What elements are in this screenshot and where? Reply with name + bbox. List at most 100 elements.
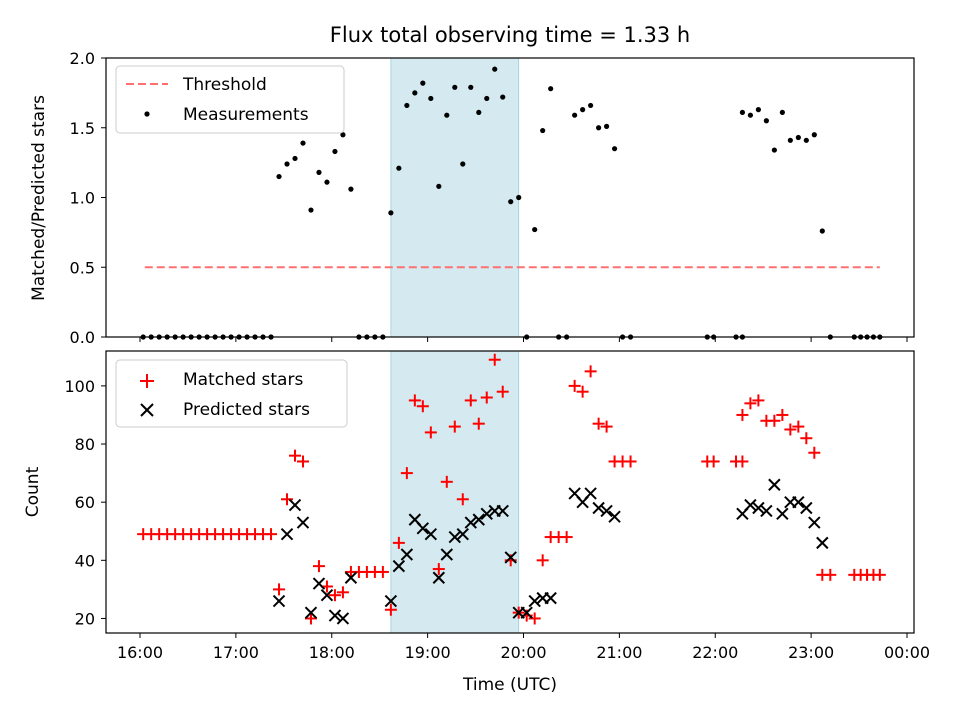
- legend-threshold-label: Threshold: [182, 75, 267, 95]
- measurement-point: [611, 146, 618, 152]
- measurement-point: [787, 137, 793, 143]
- measurement-point: [548, 86, 554, 92]
- predicted-star-point: [584, 487, 597, 500]
- matched-star-point: [312, 560, 325, 573]
- matched-star-point: [416, 400, 429, 413]
- chart-title: Flux total observing time = 1.33 h: [330, 23, 690, 47]
- matched-star-point: [560, 531, 573, 544]
- matched-star-point: [424, 426, 437, 439]
- predicted-star-point: [504, 551, 517, 564]
- x-tick-label: 22:00: [692, 643, 738, 662]
- y-tick-label: 1.0: [70, 189, 95, 208]
- predicted-star-point: [288, 498, 302, 512]
- measurement-point: [819, 228, 825, 234]
- matched-star-point: [472, 417, 485, 430]
- predicted-star-point: [320, 588, 334, 602]
- matched-star-point: [568, 379, 581, 392]
- x-tick-label: 19:00: [405, 643, 451, 662]
- top-y-axis: 0.0 0.5 1.0 1.5 2.0: [70, 49, 106, 347]
- matched-star-point: [528, 612, 541, 625]
- predicted-star-point: [768, 478, 781, 491]
- measurement-point: [444, 112, 450, 118]
- matched-star-point: [304, 612, 317, 625]
- matched-star-point: [432, 563, 445, 576]
- predicted-star-point: [432, 571, 446, 584]
- measurement-point: [803, 137, 809, 143]
- observing-window-shade: [390, 57, 520, 338]
- matched-star-point: [400, 467, 413, 480]
- predicted-star-point: [304, 606, 318, 619]
- measurement-point: [412, 90, 418, 96]
- matched-star-point: [873, 568, 886, 581]
- top-plot-area: [140, 57, 883, 340]
- predicted-star-point: [608, 510, 621, 523]
- matched-star-point: [776, 408, 789, 421]
- predicted-star-point: [752, 501, 765, 515]
- measurement-point: [324, 179, 330, 185]
- measurement-point: [771, 147, 777, 153]
- matched-star-point: [336, 586, 349, 599]
- matched-star-point: [824, 568, 837, 581]
- bottom-plot-area: [137, 350, 886, 634]
- measurement-point: [596, 125, 602, 131]
- measurement-point: [388, 210, 394, 216]
- bottom-y-axis: 20 40 60 80 100: [64, 377, 106, 628]
- measurement-point: [276, 173, 282, 180]
- y-tick-label: 80: [75, 435, 95, 454]
- predicted-star-point: [520, 606, 533, 619]
- matched-star-point: [328, 589, 341, 602]
- measurement-point: [747, 112, 754, 118]
- matched-star-point: [600, 420, 613, 433]
- measurement-point: [452, 84, 458, 90]
- x-tick-label: 20:00: [500, 643, 546, 662]
- top-legend: Threshold Measurements: [115, 65, 345, 134]
- y-tick-label: 60: [75, 493, 95, 512]
- legend-predicted-swatch: [140, 403, 154, 417]
- measurement-point: [755, 107, 761, 113]
- matched-star-point: [464, 394, 477, 407]
- matched-star-point: [273, 583, 286, 596]
- matched-star-point: [736, 408, 749, 421]
- matched-star-point: [736, 455, 749, 468]
- legend-predicted-label: Predicted stars: [183, 400, 310, 420]
- top-x-axis: [139, 337, 908, 342]
- matched-star-point: [448, 420, 461, 433]
- measurement-point: [308, 207, 314, 213]
- matched-star-point: [496, 385, 509, 398]
- predicted-star-point: [336, 612, 350, 625]
- x-tick-label: 18:00: [309, 643, 355, 662]
- measurement-point: [508, 199, 514, 205]
- measurement-point: [484, 95, 490, 102]
- measurement-point: [795, 134, 801, 141]
- predicted-star-point: [496, 504, 509, 518]
- predicted-star-point: [792, 495, 805, 509]
- matched-star-point: [536, 554, 549, 567]
- matched-star-point: [624, 455, 637, 468]
- measurement-point: [476, 109, 482, 116]
- measurement-point: [779, 109, 785, 116]
- predicted-star-point: [296, 516, 310, 529]
- predicted-star-point: [472, 513, 485, 526]
- predicted-star-point: [816, 536, 829, 550]
- bottom-y-axis-label: Count: [23, 466, 43, 517]
- measurement-point: [316, 169, 322, 175]
- matched-star-point: [440, 475, 453, 488]
- legend-measurements-swatch: [144, 111, 150, 117]
- measurement-point: [340, 132, 346, 138]
- measurement-point: [300, 140, 306, 146]
- predicted-star-point: [744, 498, 757, 512]
- matched-star-point: [784, 423, 797, 436]
- measurement-point: [532, 226, 538, 233]
- measurement-point: [292, 155, 298, 162]
- measurement-point: [428, 95, 434, 102]
- measurement-point: [436, 183, 442, 189]
- legend-measurements-label: Measurements: [183, 105, 309, 125]
- predicted-star-point: [312, 577, 326, 590]
- matched-star-point: [288, 449, 301, 462]
- y-tick-label: 0.0: [70, 328, 95, 347]
- measurement-point: [420, 80, 426, 86]
- measurement-point: [468, 84, 474, 90]
- matched-star-point: [384, 603, 397, 616]
- predicted-star-point: [344, 571, 358, 584]
